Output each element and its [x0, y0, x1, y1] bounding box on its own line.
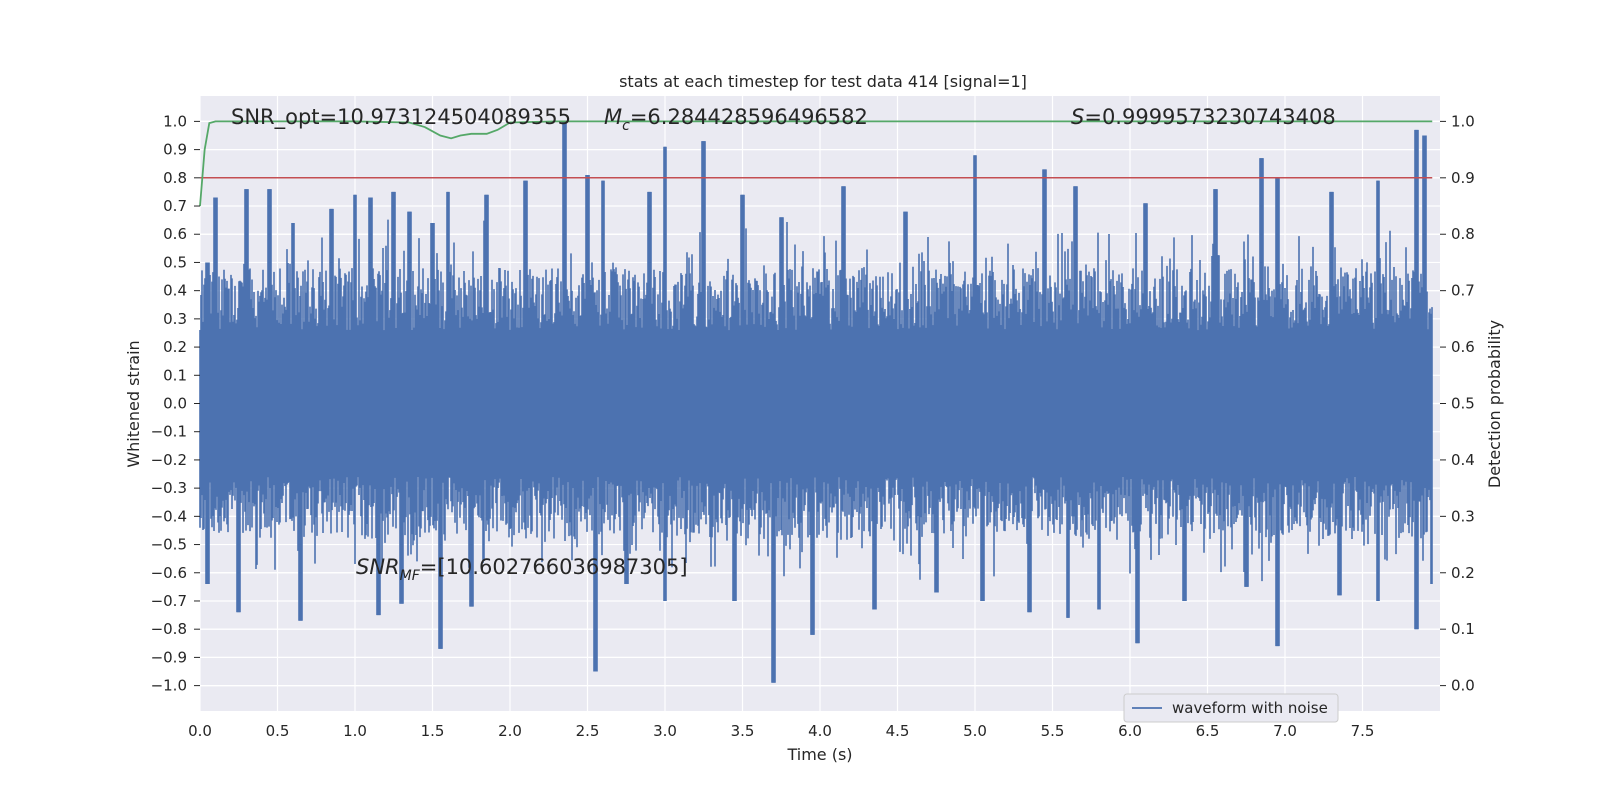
y2-tick-label: 0.1 [1451, 620, 1475, 638]
y-tick-label: 0.9 [163, 141, 187, 159]
x-tick-label: 0.0 [188, 722, 212, 740]
y2-tick-label: 0.6 [1451, 338, 1475, 356]
x-tick-label: 0.5 [266, 722, 290, 740]
waveform-series [199, 121, 1433, 683]
snr-opt-annotation: SNR_opt=10.973124504089355 [231, 105, 571, 130]
y-tick-label: −0.1 [151, 423, 187, 441]
y-tick-label: −0.2 [151, 451, 187, 469]
y-tick-label: 0.2 [163, 338, 187, 356]
y-tick-label: −0.6 [151, 564, 187, 582]
x-tick-label: 1.5 [421, 722, 445, 740]
x-tick-label: 2.0 [498, 722, 522, 740]
y2-tick-label: 0.9 [1451, 169, 1475, 187]
snr-mf-value: =[10.602766036987305] [420, 555, 688, 579]
y-tick-label: 0.5 [163, 253, 187, 271]
x-tick-label: 4.5 [886, 722, 910, 740]
x-tick-label: 1.0 [343, 722, 367, 740]
y2-axis-ticks: 1.0 0.9 0.8 0.7 0.6 0.5 0.4 0.3 0.2 0.1 0.0 [1440, 112, 1475, 695]
x-tick-label: 5.5 [1041, 722, 1065, 740]
s-value: =0.9999573230743408 [1084, 105, 1335, 129]
y-tick-label: −0.8 [151, 620, 187, 638]
y2-tick-label: 0.7 [1451, 282, 1475, 300]
x-tick-label: 5.0 [963, 722, 987, 740]
y-tick-label: 0.1 [163, 366, 187, 384]
y-tick-label: 0.6 [163, 225, 187, 243]
s-symbol: S [1071, 105, 1084, 129]
legend-entry: waveform with noise [1172, 699, 1328, 717]
mc-subscript: c [622, 118, 630, 134]
detection-probability-line [199, 120, 1433, 207]
legend-box [1123, 693, 1339, 723]
x-tick-label: 4.0 [808, 722, 832, 740]
y-tick-label: 0.4 [163, 282, 187, 300]
chart-title: stats at each timestep for test data 414… [619, 72, 1027, 91]
s-annotation: S=0.9999573230743408 [1071, 105, 1336, 129]
x-tick-label: 6.5 [1196, 722, 1220, 740]
y2-tick-label: 0.8 [1451, 225, 1475, 243]
y2-axis-label: Detection probability [1485, 320, 1504, 488]
y-tick-label: 0.7 [163, 197, 187, 215]
y2-tick-label: 0.0 [1451, 677, 1475, 695]
y-tick-label: −0.4 [151, 507, 187, 525]
x-tick-label: 3.0 [653, 722, 677, 740]
x-tick-label: 7.5 [1351, 722, 1375, 740]
x-tick-label: 7.0 [1273, 722, 1297, 740]
y2-tick-label: 0.5 [1451, 395, 1475, 413]
legend: waveform with noise [1123, 693, 1339, 723]
x-axis-ticks: 0.0 0.5 1.0 1.5 2.0 2.5 3.0 3.5 4.0 4.5 5.0 5.5 6.0 6… [188, 722, 1374, 740]
y-tick-label: −0.9 [151, 648, 187, 666]
x-tick-label: 2.5 [576, 722, 600, 740]
y-tick-label: −1.0 [151, 677, 187, 695]
y2-tick-label: 0.2 [1451, 564, 1475, 582]
x-tick-label: 3.5 [731, 722, 755, 740]
y-tick-label: −0.3 [151, 479, 187, 497]
y-tick-label: 0.0 [163, 395, 187, 413]
y-tick-label: −0.7 [151, 592, 187, 610]
y-tick-label: −0.5 [151, 536, 187, 554]
x-axis-label: Time (s) [786, 745, 852, 764]
chirp-mass-annotation: Mc=6.284428596496582 [604, 105, 868, 134]
x-tick-label: 6.0 [1118, 722, 1142, 740]
y-axis-label: Whitened strain [124, 340, 143, 467]
mc-symbol: M [604, 105, 622, 129]
snr-mf-symbol: SNR [356, 555, 400, 579]
y2-tick-label: 0.3 [1451, 507, 1475, 525]
mc-value: =6.284428596496582 [630, 105, 868, 129]
y2-tick-label: 0.4 [1451, 451, 1475, 469]
y-tick-label: 1.0 [163, 112, 187, 130]
y-tick-label: 0.8 [163, 169, 187, 187]
snr-mf-subscript: MF [400, 568, 421, 584]
snr-mf-annotation: SNRMF=[10.602766036987305] [356, 555, 688, 584]
y2-tick-label: 1.0 [1451, 112, 1475, 130]
y-tick-label: 0.3 [163, 310, 187, 328]
y-axis-ticks: 1.0 0.9 0.8 0.7 0.6 0.5 0.4 0.3 0.2 0.1 0.0 −0.1 −0.… [151, 112, 200, 695]
